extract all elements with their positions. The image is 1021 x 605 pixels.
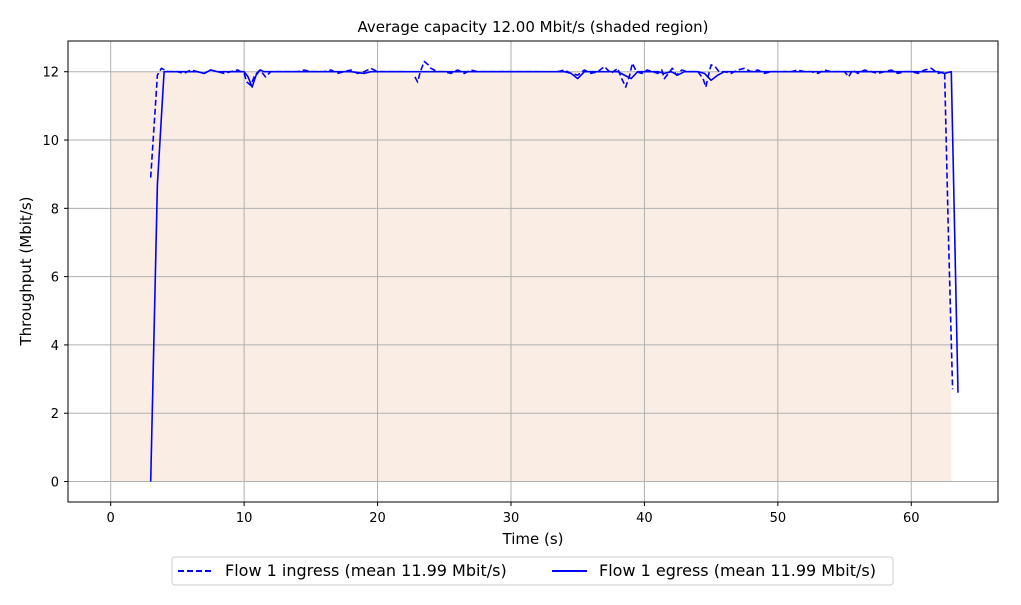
x-tick-label: 40 [636,511,653,526]
tick-layer: 0 10 20 30 40 50 60 0 2 4 6 8 10 12 [42,66,919,526]
x-tick-label: 50 [770,511,787,526]
x-tick-label: 60 [903,511,920,526]
y-tick-label: 0 [51,476,59,491]
y-tick-label: 12 [42,66,59,81]
series-layer [149,60,959,482]
y-tick-label: 2 [51,407,59,422]
legend-egress-label: Flow 1 egress (mean 11.99 Mbit/s) [599,561,876,580]
y-axis-label: Throughput (Mbit/s) [17,197,35,347]
x-tick-label: 10 [236,511,253,526]
x-tick-label: 20 [369,511,386,526]
y-tick-label: 10 [42,134,59,149]
x-axis-label: Time (s) [502,530,564,548]
plot-frame [67,40,999,503]
series-line-egress [149,69,959,482]
legend: Flow 1 ingress (mean 11.99 Mbit/s) Flow … [171,556,894,586]
legend-box [171,556,894,586]
y-tick-label: 6 [51,271,59,286]
x-tick-label: 0 [107,511,115,526]
y-tick-label: 4 [51,339,59,354]
legend-ingress-label: Flow 1 ingress (mean 11.99 Mbit/s) [225,561,507,580]
y-tick-label: 8 [51,202,59,217]
x-tick-label: 30 [503,511,520,526]
chart-title: Average capacity 12.00 Mbit/s (shaded re… [357,18,708,36]
grid-layer [68,41,998,502]
